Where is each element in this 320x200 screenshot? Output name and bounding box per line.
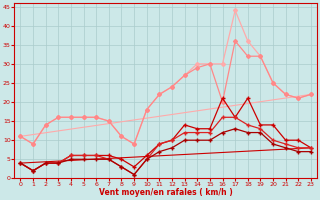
X-axis label: Vent moyen/en rafales ( km/h ): Vent moyen/en rafales ( km/h ): [99, 188, 233, 197]
